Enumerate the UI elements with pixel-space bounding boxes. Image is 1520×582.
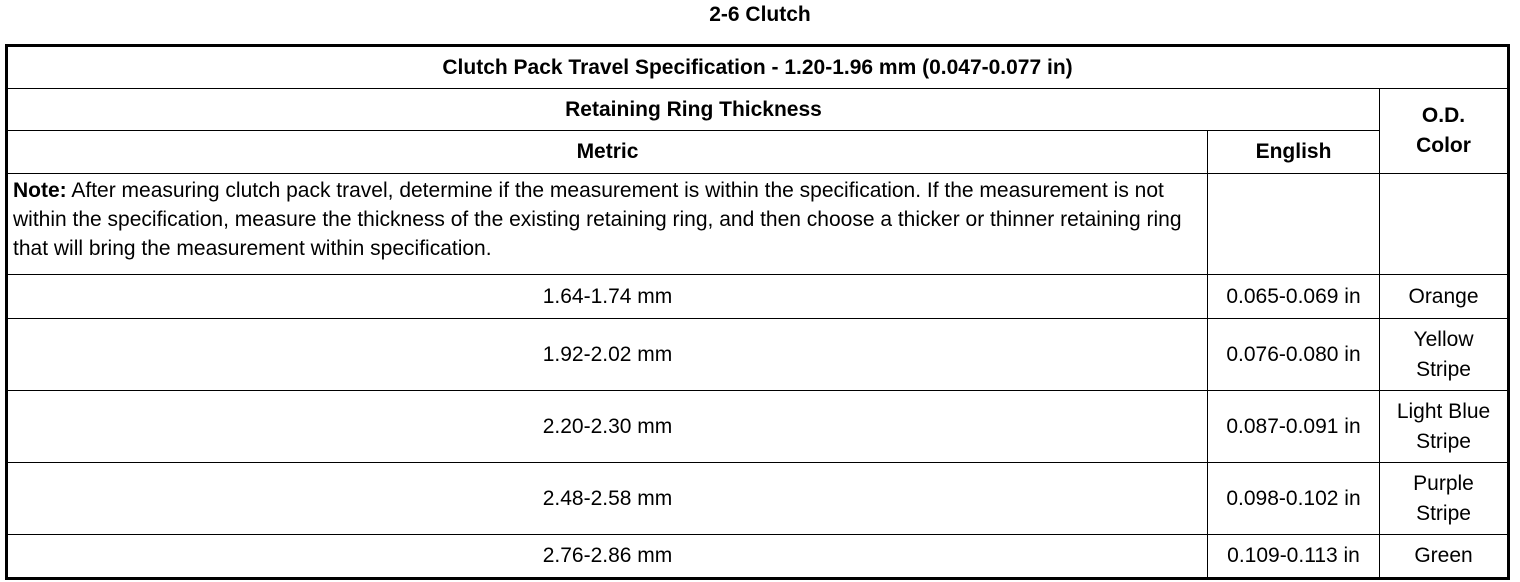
color-cell: Purple Stripe [1378,462,1510,535]
spec-table: Clutch Pack Travel Specification - 1.20-… [5,44,1511,580]
metric-cell: 2.48-2.58 mm [6,462,1208,535]
metric-cell: 2.76-2.86 mm [6,534,1208,579]
english-cell: 0.098-0.102 in [1207,462,1380,535]
group-header-row: Retaining Ring Thickness O.D. Color [6,88,1510,174]
col-header-metric: Metric [6,130,1208,174]
empty-cell [1378,173,1510,275]
color-cell: Light Blue Stripe [1378,390,1510,463]
color-line1: Light Blue [1396,399,1491,423]
metric-cell: 1.64-1.74 mm [6,274,1208,319]
color-line1: Purple [1413,471,1474,495]
color-cell: Green [1378,534,1510,579]
spec-header: Clutch Pack Travel Specification - 1.20-… [5,45,1510,89]
col-color-line2: Color [1416,134,1471,157]
empty-cell [1207,173,1380,275]
table-row: 2.48-2.58 mm 0.098-0.102 in Purple Stripe [6,462,1510,535]
english-cell: 0.065-0.069 in [1207,274,1380,319]
english-cell: 0.076-0.080 in [1207,318,1380,391]
group-header: Retaining Ring Thickness [6,88,1380,131]
table-row: 1.92-2.02 mm 0.076-0.080 in Yellow Stripe [6,318,1510,391]
color-cell: Orange [1378,274,1510,319]
note-text: After measuring clutch pack travel, dete… [13,179,1182,260]
note-cell: Note: After measuring clutch pack travel… [6,173,1208,275]
color-cell: Yellow Stripe [1378,318,1510,391]
spec-header-row: Clutch Pack Travel Specification - 1.20-… [5,45,1510,89]
page-title: 2-6 Clutch [709,3,811,26]
col-header-english: English [1207,130,1380,174]
color-line2: Stripe [1416,501,1471,525]
color-line2: Stripe [1416,357,1471,381]
note-row: Note: After measuring clutch pack travel… [6,173,1510,275]
color-line1: Green [1414,544,1473,567]
col-color-line1: O.D. [1421,104,1466,127]
col-header-row: Metric English [6,130,1509,174]
color-line1: Yellow [1413,327,1474,351]
table-row: 2.76-2.86 mm 0.109-0.113 in Green [6,534,1510,579]
table-row: 1.64-1.74 mm 0.065-0.069 in Orange [6,274,1510,319]
table-row: 2.20-2.30 mm 0.087-0.091 in Light Blue St… [6,390,1510,463]
col-header-color: O.D. Color [1378,88,1510,174]
metric-cell: 1.92-2.02 mm [6,318,1208,391]
note-label: Note: [13,179,67,202]
color-line2: Stripe [1416,429,1471,453]
english-cell: 0.109-0.113 in [1207,534,1380,579]
english-cell: 0.087-0.091 in [1207,390,1380,463]
color-line1: Orange [1408,284,1479,308]
metric-cell: 2.20-2.30 mm [6,390,1208,463]
